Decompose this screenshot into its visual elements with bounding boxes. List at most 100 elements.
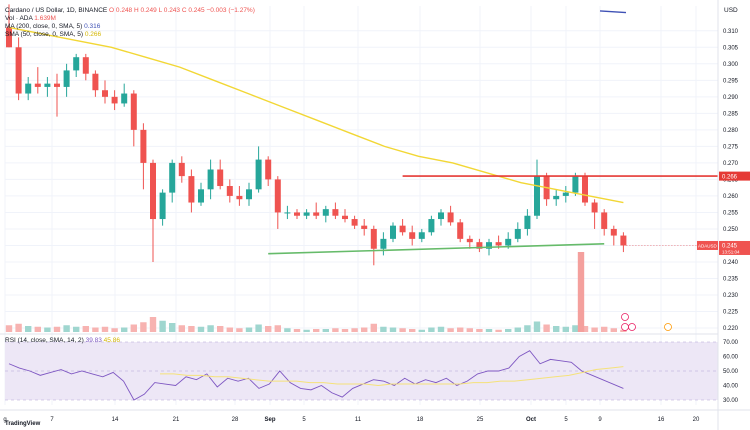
volume-spike-bar bbox=[577, 252, 585, 332]
rsi-label: RSI (14, close, SMA, 14, 2) bbox=[5, 337, 84, 344]
volume-bar bbox=[581, 326, 589, 332]
volume-legend[interactable]: Vol · ADA 1.639M bbox=[5, 15, 56, 22]
candle-body bbox=[140, 129, 147, 163]
volume-bar bbox=[447, 328, 454, 332]
volume-bar bbox=[149, 317, 157, 332]
candle-body bbox=[361, 225, 368, 229]
sma50-label: SMA (50, close, 0, SMA, 5) bbox=[5, 31, 84, 38]
volume-bar bbox=[15, 323, 22, 332]
price-tick-label: 0.220 bbox=[723, 326, 739, 332]
close-value: C 0.245 bbox=[181, 7, 205, 14]
candle-body bbox=[332, 209, 339, 216]
price-tick-label: 0.230 bbox=[723, 293, 739, 299]
rsi-tick-label: 30.00 bbox=[723, 398, 739, 404]
candle-body bbox=[428, 219, 435, 233]
price-tick-label: 0.305 bbox=[723, 45, 739, 51]
candle-body bbox=[130, 93, 137, 130]
resistance-price-label: 0.266 bbox=[722, 174, 738, 180]
rsi-legend[interactable]: RSI (14, close, SMA, 14, 2) 39.83 45.86 bbox=[5, 337, 120, 344]
volume-label: Vol · ADA bbox=[5, 15, 33, 22]
candle-body bbox=[524, 215, 531, 229]
candle-body bbox=[495, 242, 502, 246]
volume-bar bbox=[533, 321, 541, 332]
volume-bar bbox=[524, 325, 531, 332]
volume-bar bbox=[543, 324, 550, 332]
volume-bar bbox=[197, 326, 205, 332]
ma200-value: 0.316 bbox=[84, 23, 101, 30]
ma200-legend[interactable]: MA (200, close, 0, SMA, 5) 0.316 bbox=[5, 23, 100, 30]
candle-body bbox=[159, 192, 166, 220]
candle-body bbox=[553, 195, 560, 200]
sma50-legend[interactable]: SMA (50, close, 0, SMA, 5) 0.266 bbox=[5, 31, 101, 38]
candle-body bbox=[390, 225, 396, 239]
volume-bar bbox=[188, 326, 195, 332]
candle-body bbox=[582, 176, 588, 203]
rsi-line bbox=[8, 350, 624, 401]
volume-bar bbox=[485, 329, 493, 332]
ma200-line bbox=[599, 10, 627, 14]
volume-bar bbox=[226, 327, 233, 332]
ma200-label: MA (200, close, 0, SMA, 5) bbox=[5, 23, 83, 30]
volume-bar bbox=[25, 326, 32, 332]
volume-bar bbox=[409, 329, 416, 332]
volume-bar bbox=[332, 328, 339, 332]
volume-bar bbox=[322, 329, 329, 332]
candle-body bbox=[562, 192, 569, 196]
volume-bar bbox=[245, 327, 253, 332]
time-tick-label: 21 bbox=[173, 417, 180, 423]
candle-body bbox=[620, 235, 627, 246]
candle-body bbox=[121, 93, 128, 104]
price-tick-label: 0.240 bbox=[723, 260, 739, 266]
time-tick-label: 16 bbox=[658, 417, 665, 423]
candle-body bbox=[169, 162, 176, 193]
volume-bar bbox=[553, 326, 560, 332]
candle-body bbox=[610, 228, 617, 236]
candle-body bbox=[418, 232, 425, 239]
event-marker-icon bbox=[621, 313, 629, 321]
price-tick-label: 0.235 bbox=[723, 277, 739, 283]
volume-bar bbox=[284, 328, 291, 332]
candle-body bbox=[6, 27, 12, 48]
volume-bar bbox=[274, 325, 281, 332]
price-tick-label: 0.300 bbox=[723, 62, 739, 68]
candle-body bbox=[178, 162, 185, 177]
time-tick-label: 20 bbox=[693, 417, 700, 423]
volume-bar bbox=[63, 325, 70, 332]
open-value: O 0.248 bbox=[109, 7, 133, 14]
volume-bar bbox=[610, 328, 617, 332]
candle-body bbox=[102, 90, 108, 97]
candle-body bbox=[73, 57, 80, 71]
volume-bar bbox=[111, 328, 118, 332]
last-price-pair: ADAUSD bbox=[698, 243, 718, 248]
candle-body bbox=[217, 169, 224, 187]
last-price-tag bbox=[719, 240, 750, 255]
tradingview-logo: TradingView bbox=[5, 421, 41, 427]
candle-body bbox=[150, 162, 156, 220]
candle-body bbox=[34, 83, 41, 87]
rsi-value: 39.83 bbox=[85, 337, 102, 344]
candle-body bbox=[476, 242, 483, 249]
volume-bar bbox=[217, 326, 224, 332]
price-tick-label: 0.280 bbox=[723, 128, 739, 134]
symbol-legend[interactable]: Cardano / US Dollar, 1D, BINANCE O 0.248… bbox=[5, 7, 255, 14]
time-tick-label: 11 bbox=[355, 417, 362, 423]
time-tick-label: 18 bbox=[417, 417, 424, 423]
volume-bar bbox=[505, 329, 512, 332]
volume-bar bbox=[418, 329, 425, 332]
candle-body bbox=[198, 189, 204, 203]
rsi-tick-label: 50.00 bbox=[723, 369, 739, 375]
time-tick-label: 5 bbox=[564, 417, 568, 423]
resistance-price-tag bbox=[719, 171, 750, 181]
candle-body bbox=[303, 212, 310, 216]
candle-body bbox=[572, 176, 579, 193]
candle-body bbox=[380, 238, 387, 249]
volume-bar bbox=[361, 327, 368, 332]
volume-bar bbox=[293, 329, 301, 332]
volume-bar bbox=[591, 327, 598, 332]
candle-body bbox=[342, 215, 348, 220]
volume-bar bbox=[44, 327, 51, 332]
candle-body bbox=[370, 228, 377, 249]
time-tick-label: Oct bbox=[526, 417, 536, 423]
